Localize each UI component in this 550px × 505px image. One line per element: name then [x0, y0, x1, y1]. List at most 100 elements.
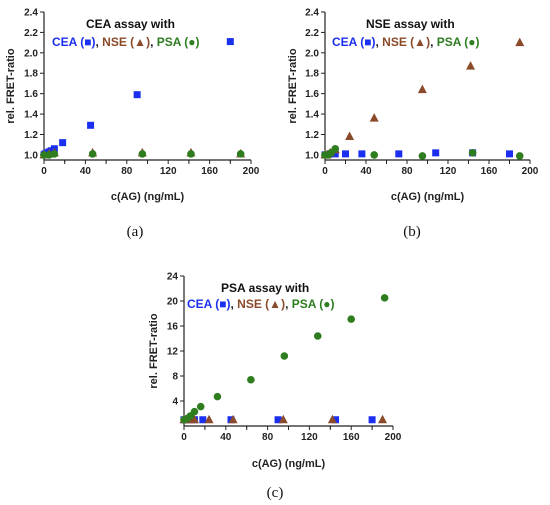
legend-cea-marker: ■ — [84, 35, 91, 49]
x-axis-label: c(AG) (ng/mL) — [111, 191, 185, 203]
y-tick-label: 24 — [167, 272, 179, 283]
y-tick-label: 1.8 — [24, 69, 38, 80]
data-point — [370, 151, 379, 159]
data-point — [190, 407, 199, 416]
legend-cea-close: ) — [226, 297, 230, 311]
legend: CEA (■), NSE (▲), PSA (●) — [187, 297, 335, 311]
y-tick-label: 1.4 — [305, 110, 319, 121]
legend-nse-marker: ▲ — [414, 35, 426, 49]
panel-label: (c) — [267, 485, 284, 501]
series-psa — [180, 294, 389, 424]
legend-sep: , — [430, 35, 437, 49]
data-point — [247, 375, 255, 384]
y-tick-label: 2.4 — [305, 8, 319, 19]
x-axis-label: c(AG) (ng/mL) — [391, 191, 465, 203]
series-cea — [321, 149, 513, 159]
data-point — [274, 416, 282, 424]
x-axis-label: c(AG) (ng/mL) — [252, 458, 326, 470]
y-tick-label: 2.2 — [24, 28, 38, 39]
data-point — [345, 131, 355, 141]
series-cea — [40, 38, 234, 159]
y-tick-label: 2.4 — [24, 8, 38, 19]
data-point — [196, 402, 205, 411]
y-tick-label: 1.2 — [24, 130, 38, 141]
y-tick-label: 1.2 — [305, 130, 319, 141]
data-point — [332, 416, 340, 424]
data-point — [378, 414, 388, 424]
x-tick-label: 120 — [160, 166, 177, 177]
data-point — [50, 150, 59, 158]
legend-nse-label: NSE ( — [237, 297, 269, 311]
y-tick-label: 8 — [172, 372, 178, 383]
x-tick-label: 200 — [243, 166, 260, 177]
legend-nse-close: ) — [146, 35, 150, 49]
chart-title: PSA assay with — [221, 281, 309, 295]
legend: CEA (■), NSE (▲), PSA (●) — [52, 35, 200, 49]
data-point — [432, 149, 440, 157]
legend-psa-label: PSA ( — [157, 35, 189, 49]
data-point — [342, 150, 349, 158]
y-tick-label: 20 — [167, 297, 179, 308]
data-point — [506, 150, 513, 158]
data-point — [347, 315, 356, 323]
series-psa — [40, 150, 245, 159]
y-axis-label: rel. FRET-ratio — [5, 48, 17, 123]
legend-nse-close: ) — [426, 35, 430, 49]
x-tick-label: 40 — [80, 166, 92, 177]
y-tick-label: 16 — [167, 322, 179, 333]
y-tick-label: 1.0 — [305, 150, 319, 161]
y-tick-label: 2.2 — [305, 28, 319, 39]
legend: CEA (■), NSE (▲), PSA (●) — [332, 35, 480, 49]
legend-sep: , — [230, 297, 237, 311]
x-tick-label: 0 — [181, 432, 187, 443]
legend-psa-label: PSA ( — [292, 297, 324, 311]
legend-psa-close: ) — [476, 35, 480, 49]
y-tick-label: 1.8 — [305, 69, 319, 80]
data-point — [331, 150, 339, 158]
data-point — [278, 414, 288, 424]
legend-cea-label: CEA ( — [332, 35, 364, 49]
legend-nse-marker: ▲ — [269, 297, 281, 311]
data-point — [327, 414, 337, 424]
data-point — [331, 144, 340, 153]
legend-psa-close: ) — [196, 35, 200, 49]
y-tick-label: 12 — [167, 347, 179, 358]
y-axis-label: rel. FRET-ratio — [287, 48, 299, 123]
x-tick-label: 200 — [522, 166, 539, 177]
x-tick-label: 160 — [481, 166, 498, 177]
series-psa — [321, 144, 524, 160]
data-point — [418, 152, 427, 160]
data-point — [226, 38, 234, 46]
legend-psa-marker: ● — [323, 297, 330, 311]
y-tick-label: 1.0 — [24, 150, 38, 161]
data-point — [358, 150, 366, 158]
data-point — [138, 150, 147, 158]
data-point — [87, 121, 95, 129]
x-tick-label: 0 — [322, 166, 328, 177]
y-axis-label: rel. FRET-ratio — [148, 313, 160, 388]
chart-panel-3: 0 40 80 120 160 200 4 8 12 16 20 24 c(AG) (ng/mL) rel… — [148, 272, 402, 502]
data-point — [368, 416, 376, 424]
chart-panel-2: 0 40 80 120 160 200 1.0 1.2 1.4 1.6 1.8 2.0 2.2 2.4 c(… — [287, 8, 539, 241]
data-point — [313, 332, 322, 340]
data-point — [187, 150, 195, 158]
y-tick-label: 1.4 — [24, 110, 38, 121]
data-point — [466, 61, 476, 70]
panel-label: (a) — [127, 224, 144, 240]
x-tick-label: 160 — [201, 166, 218, 177]
x-tick-label: 40 — [220, 432, 232, 443]
x-tick-label: 120 — [301, 432, 318, 443]
data-point — [280, 352, 289, 360]
data-point — [228, 414, 238, 424]
x-tick-label: 120 — [440, 166, 457, 177]
legend-cea-label: CEA ( — [187, 297, 219, 311]
data-point — [515, 37, 525, 47]
legend-nse-label: NSE ( — [102, 35, 134, 49]
chart-title: CEA assay with — [86, 17, 175, 31]
data-point — [468, 149, 477, 157]
legend-cea-close: ) — [91, 35, 95, 49]
legend-sep: , — [95, 35, 102, 49]
data-point — [380, 294, 389, 302]
data-point — [189, 414, 199, 424]
legend-sep: , — [285, 297, 292, 311]
